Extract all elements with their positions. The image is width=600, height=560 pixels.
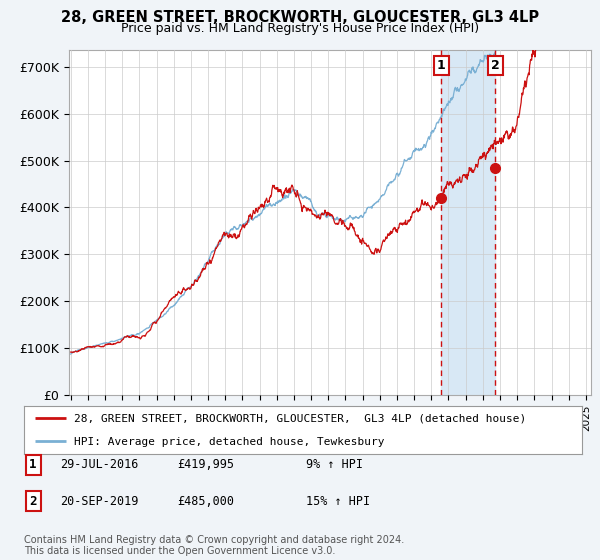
Text: 28, GREEN STREET, BROCKWORTH, GLOUCESTER, GL3 4LP: 28, GREEN STREET, BROCKWORTH, GLOUCESTER… <box>61 10 539 25</box>
Text: 15% ↑ HPI: 15% ↑ HPI <box>306 494 370 508</box>
Text: 2: 2 <box>29 494 37 508</box>
Text: 2: 2 <box>491 59 500 72</box>
Text: 9% ↑ HPI: 9% ↑ HPI <box>306 458 363 472</box>
Text: 28, GREEN STREET, BROCKWORTH, GLOUCESTER,  GL3 4LP (detached house): 28, GREEN STREET, BROCKWORTH, GLOUCESTER… <box>74 414 526 424</box>
Bar <box>441 50 495 395</box>
Text: Price paid vs. HM Land Registry's House Price Index (HPI): Price paid vs. HM Land Registry's House … <box>121 22 479 35</box>
Text: 20-SEP-2019: 20-SEP-2019 <box>60 494 139 508</box>
Text: Contains HM Land Registry data © Crown copyright and database right 2024.
This d: Contains HM Land Registry data © Crown c… <box>24 535 404 557</box>
Text: HPI: Average price, detached house, Tewkesbury: HPI: Average price, detached house, Tewk… <box>74 437 385 447</box>
Text: £419,995: £419,995 <box>177 458 234 472</box>
Text: 29-JUL-2016: 29-JUL-2016 <box>60 458 139 472</box>
Text: £485,000: £485,000 <box>177 494 234 508</box>
Text: 1: 1 <box>29 458 37 472</box>
Text: 1: 1 <box>437 59 445 72</box>
